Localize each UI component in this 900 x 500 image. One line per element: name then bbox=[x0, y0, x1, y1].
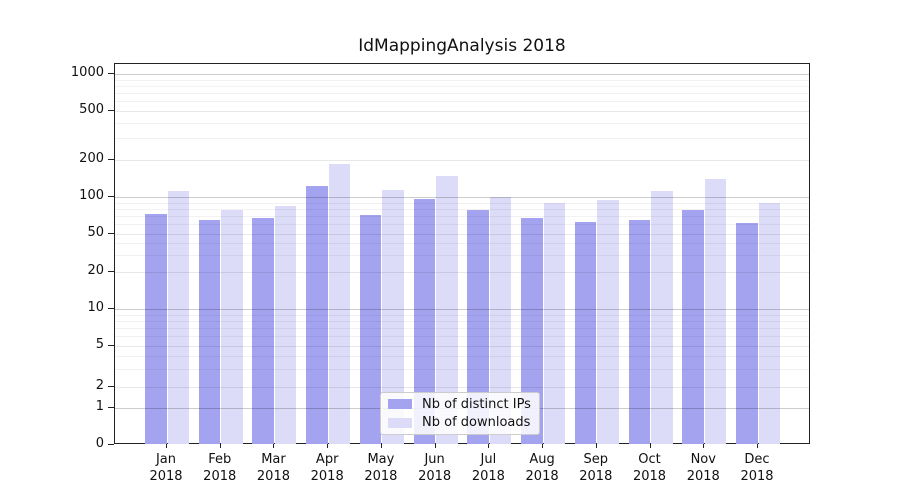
x-tick-mark bbox=[649, 444, 651, 448]
x-tick-mark bbox=[327, 444, 329, 448]
y-tick-mark bbox=[108, 196, 114, 197]
y-tick-label: 1000 bbox=[70, 65, 104, 80]
x-tick-label: Sep 2018 bbox=[579, 452, 613, 484]
legend: Nb of distinct IPs Nb of downloads bbox=[380, 392, 540, 435]
bar bbox=[328, 164, 351, 444]
x-tick-label: Jul 2018 bbox=[471, 452, 505, 484]
y-tick-label: 200 bbox=[79, 151, 104, 166]
bar bbox=[682, 209, 704, 444]
bar bbox=[489, 197, 512, 444]
y-tick-mark bbox=[108, 345, 114, 346]
legend-swatch-downloads-icon bbox=[388, 417, 412, 428]
y-tick-mark bbox=[108, 271, 114, 272]
bar bbox=[736, 222, 758, 444]
bar bbox=[198, 219, 221, 444]
x-tick-mark bbox=[703, 444, 705, 448]
x-tick-mark bbox=[488, 444, 490, 448]
legend-swatch-ips-icon bbox=[388, 399, 412, 410]
y-tick-label: 2 bbox=[95, 378, 104, 393]
bar bbox=[543, 202, 566, 444]
x-tick-mark bbox=[434, 444, 436, 448]
y-tick-label: 100 bbox=[79, 188, 104, 203]
bar bbox=[167, 190, 189, 444]
bar bbox=[758, 202, 780, 444]
x-tick-label: Mar 2018 bbox=[256, 452, 290, 484]
bar bbox=[704, 179, 727, 444]
bar bbox=[413, 199, 436, 444]
y-tick-mark bbox=[108, 73, 114, 74]
bar bbox=[252, 218, 274, 444]
y-tick-mark bbox=[108, 110, 114, 111]
legend-label-downloads: Nb of downloads bbox=[422, 415, 531, 431]
bar bbox=[597, 199, 619, 444]
x-tick-label: Aug 2018 bbox=[525, 452, 559, 484]
x-tick-label: Dec 2018 bbox=[740, 452, 774, 484]
x-tick-label: Jun 2018 bbox=[418, 452, 452, 484]
legend-item-distinct-ips: Nb of distinct IPs bbox=[388, 395, 531, 414]
bar bbox=[436, 176, 458, 444]
y-tick-mark bbox=[108, 308, 114, 309]
bar bbox=[274, 206, 297, 444]
x-tick-mark bbox=[273, 444, 275, 448]
x-tick-label: Feb 2018 bbox=[203, 452, 237, 484]
y-tick-label: 50 bbox=[87, 225, 104, 240]
bar bbox=[221, 210, 243, 444]
y-tick-mark bbox=[108, 407, 114, 408]
x-tick-label: Apr 2018 bbox=[310, 452, 344, 484]
x-tick-mark bbox=[380, 444, 382, 448]
y-tick-label: 500 bbox=[79, 102, 104, 117]
bar bbox=[306, 186, 328, 444]
y-tick-mark bbox=[108, 159, 114, 160]
y-tick-label: 1 bbox=[95, 399, 104, 414]
gridline bbox=[115, 160, 809, 161]
bar bbox=[628, 219, 651, 444]
x-tick-label: Nov 2018 bbox=[686, 452, 720, 484]
x-tick-mark bbox=[166, 444, 167, 448]
x-tick-label: Jan 2018 bbox=[149, 452, 183, 484]
y-tick-label: 10 bbox=[87, 300, 104, 315]
legend-item-downloads: Nb of downloads bbox=[388, 414, 531, 433]
gridline bbox=[115, 138, 809, 140]
gridline bbox=[115, 74, 809, 75]
x-tick-mark bbox=[219, 444, 221, 448]
plot-area bbox=[114, 63, 810, 444]
legend-label-ips: Nb of distinct IPs bbox=[422, 396, 531, 412]
bar bbox=[145, 213, 167, 444]
y-tick-mark bbox=[108, 444, 114, 445]
x-tick-mark bbox=[757, 444, 758, 448]
x-tick-label: May 2018 bbox=[364, 452, 398, 484]
bar bbox=[574, 221, 597, 444]
bar bbox=[521, 217, 543, 444]
x-tick-mark bbox=[595, 444, 597, 448]
bar bbox=[651, 190, 673, 444]
gridline bbox=[115, 93, 809, 95]
gridline bbox=[115, 85, 809, 87]
y-tick-mark bbox=[108, 233, 114, 234]
chart-title: IdMappingAnalysis 2018 bbox=[358, 36, 566, 56]
y-tick-mark bbox=[108, 386, 114, 387]
x-tick-mark bbox=[542, 444, 544, 448]
gridline bbox=[115, 79, 809, 81]
x-tick-label: Oct 2018 bbox=[632, 452, 667, 484]
bar bbox=[467, 210, 489, 444]
y-tick-label: 5 bbox=[95, 337, 104, 352]
bar bbox=[382, 190, 404, 444]
y-tick-label: 20 bbox=[87, 263, 104, 278]
gridline bbox=[115, 101, 809, 103]
gridline bbox=[115, 111, 809, 112]
bar bbox=[359, 215, 382, 444]
gridline bbox=[115, 122, 809, 124]
y-tick-label: 0 bbox=[95, 436, 104, 451]
